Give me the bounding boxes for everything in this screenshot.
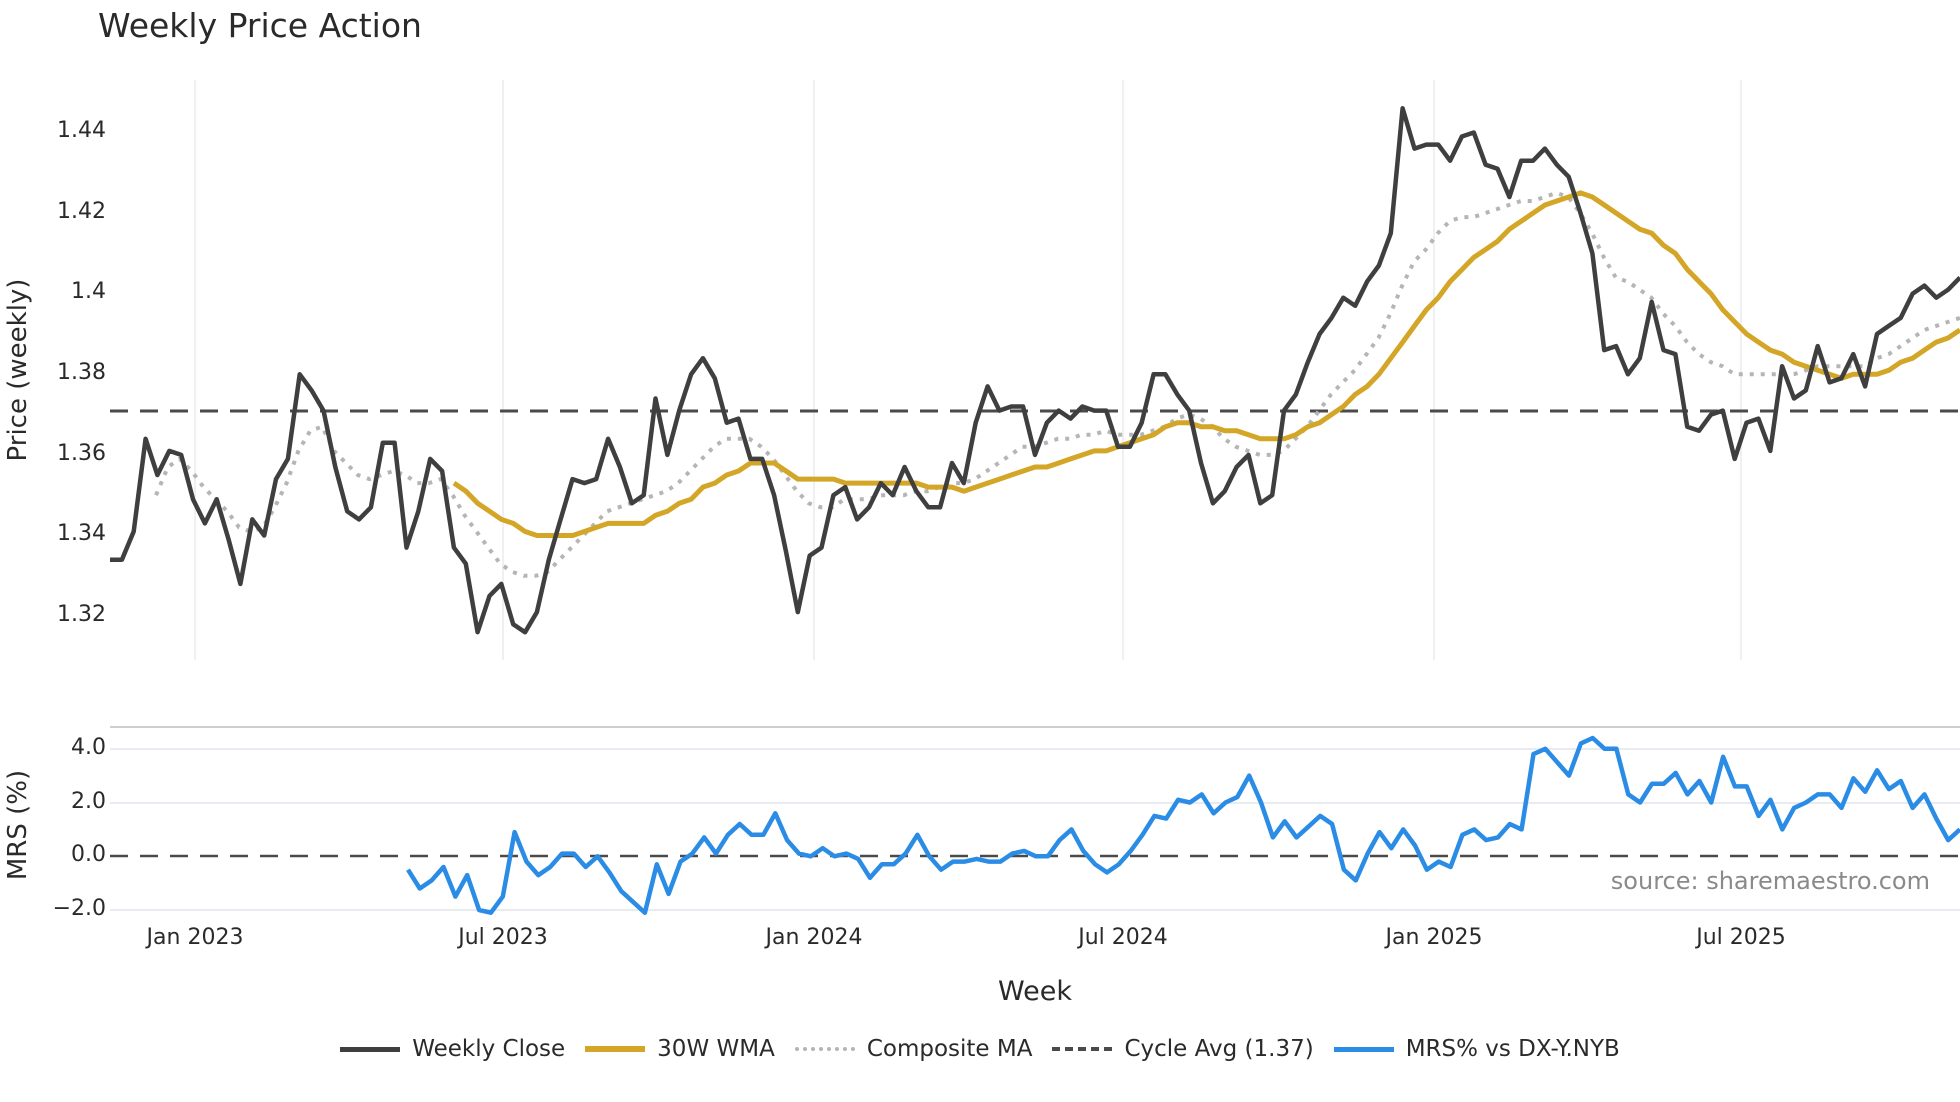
price-tick: 1.36 (57, 441, 106, 466)
composite-ma-swatch-icon (794, 1047, 855, 1051)
wma-swatch-icon (585, 1046, 646, 1052)
price-axis-label: Price (weekly) (3, 278, 33, 462)
source-annotation: source: sharemaestro.com (1610, 867, 1930, 895)
composite-ma-line (154, 190, 1960, 578)
legend-item-cycle-avg[interactable]: Cycle Avg (1.37) (1052, 1036, 1314, 1062)
legend: Weekly Close 30W WMA Composite MA Cycle … (0, 1036, 1960, 1062)
mrs-axis-label: MRS (%) (3, 769, 33, 881)
wma-30w-line (452, 190, 1960, 538)
x-axis-label: Week (998, 976, 1072, 1007)
cycle-avg-swatch-icon (1052, 1047, 1113, 1051)
price-tick: 1.42 (57, 199, 106, 224)
x-tick: Jan 2025 (1385, 925, 1483, 950)
price-tick: 1.4 (71, 279, 106, 304)
x-tick: Jul 2024 (1078, 925, 1168, 950)
legend-label: MRS% vs DX-Y.NYB (1405, 1036, 1620, 1062)
mrs-tick: 4.0 (71, 735, 106, 760)
mrs-tick: 0.0 (71, 842, 106, 867)
weekly-close-line (110, 106, 1960, 635)
legend-label: Composite MA (866, 1036, 1033, 1062)
legend-item-weekly-close[interactable]: Weekly Close (340, 1036, 565, 1062)
price-tick: 1.38 (57, 360, 106, 385)
legend-item-wma[interactable]: 30W WMA (585, 1036, 775, 1062)
legend-item-mrs[interactable]: MRS% vs DX-Y.NYB (1333, 1036, 1620, 1062)
x-tick: Jul 2025 (1696, 925, 1786, 950)
mrs-swatch-icon (1333, 1046, 1394, 1052)
legend-label: 30W WMA (657, 1036, 775, 1062)
price-tick: 1.34 (57, 521, 106, 546)
x-tick: Jan 2024 (765, 925, 863, 950)
price-tick: 1.32 (57, 602, 106, 627)
legend-label: Weekly Close (412, 1036, 566, 1062)
mrs-tick: 2.0 (71, 789, 106, 814)
price-tick: 1.44 (57, 118, 106, 143)
weekly-close-swatch-icon (340, 1046, 401, 1052)
gridlines (110, 80, 1960, 911)
x-tick: Jan 2023 (146, 925, 244, 950)
mrs-line (406, 735, 1960, 915)
legend-item-composite-ma[interactable]: Composite MA (794, 1036, 1033, 1062)
mrs-tick: −2.0 (52, 896, 106, 921)
legend-label: Cycle Avg (1.37) (1124, 1036, 1314, 1062)
chart-title: Weekly Price Action (98, 6, 422, 45)
x-tick: Jul 2023 (458, 925, 548, 950)
